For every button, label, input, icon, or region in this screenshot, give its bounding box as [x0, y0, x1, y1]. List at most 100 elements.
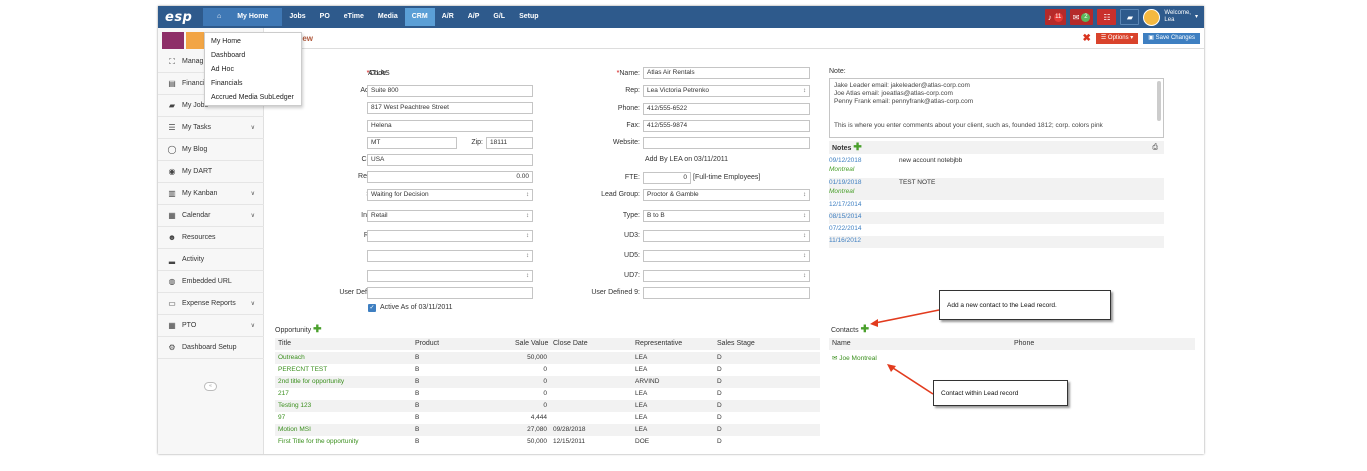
contact-name-link[interactable]: ✉ Joe Montreal — [832, 355, 877, 362]
note-date[interactable]: 01/19/2018 — [829, 179, 862, 186]
sidebar-item-my-tasks[interactable]: ☰ My Tasks ∨ — [158, 117, 264, 139]
note-date[interactable]: 09/12/2018 — [829, 157, 862, 164]
chevron-down-icon[interactable]: ∨ — [250, 323, 255, 329]
sidebar-item-my-kanban[interactable]: ▥ My Kanban ∨ — [158, 183, 264, 205]
sidebar-item-pto[interactable]: ▦ PTO ∨ — [158, 315, 264, 337]
dropdown-item-ad-hoc[interactable]: Ad Hoc — [211, 66, 234, 73]
dropdown-item-my-home[interactable]: My Home — [211, 38, 241, 45]
note-row[interactable]: 08/15/2014 — [829, 212, 1164, 224]
revenue-field[interactable]: 0.00 — [367, 171, 533, 183]
sidebar-item-resources[interactable]: ☻ Resources — [158, 227, 264, 249]
chevron-down-icon[interactable]: ∨ — [250, 301, 255, 307]
color-swatch-orange[interactable] — [186, 32, 208, 49]
add-opportunity-icon[interactable]: ✚ — [313, 324, 322, 335]
name-field[interactable]: Atlas Air Rentals — [643, 67, 810, 79]
nav-ar[interactable]: A/R — [441, 13, 454, 20]
nav-setup[interactable]: Setup — [519, 13, 539, 20]
note-row[interactable]: 11/16/2012 — [829, 236, 1164, 248]
nav-my-home[interactable]: ⌂ My Home — [203, 8, 283, 26]
sidebar-item-embedded-url[interactable]: ◍ Embedded URL — [158, 271, 264, 293]
ud4-select[interactable] — [367, 250, 533, 262]
save-changes-button[interactable]: ▣ Save Changes — [1143, 33, 1200, 44]
nav-jobs[interactable]: Jobs — [289, 13, 306, 20]
options-button[interactable]: ☰ Options ▾ — [1095, 33, 1139, 44]
dropdown-item-financials[interactable]: Financials — [211, 80, 243, 87]
messages-button[interactable]: ✉ 2 — [1069, 9, 1094, 25]
note-textarea[interactable]: Jake Leader email: jakeleader@atlas-corp… — [829, 78, 1164, 138]
sidebar-item-calendar[interactable]: ▦ Calendar ∨ — [158, 205, 264, 227]
nav-crm[interactable]: CRM — [404, 8, 435, 26]
ud3-select[interactable] — [643, 230, 810, 242]
region-select[interactable] — [367, 230, 533, 242]
note-row[interactable]: 09/12/2018 new account notebjbb Montreal — [829, 156, 1164, 178]
sidebar-item-expense-reports[interactable]: ▭ Expense Reports ∨ — [158, 293, 264, 315]
chevron-down-icon[interactable]: ∨ — [250, 125, 255, 131]
note-scrollbar[interactable] — [1157, 81, 1161, 121]
city-field[interactable]: Helena — [367, 120, 533, 132]
phone-field[interactable]: 412/555-6522 — [643, 103, 810, 115]
nav-po[interactable]: PO — [319, 13, 330, 20]
table-row[interactable]: First Title for the opportunity B 50,000 12… — [275, 436, 820, 448]
table-row[interactable]: PERECNT TEST B 0 LEA D — [275, 364, 820, 376]
note-date[interactable]: 12/17/2014 — [829, 201, 862, 208]
table-row[interactable]: Outreach B 50,000 LEA D — [275, 352, 820, 364]
chevron-down-icon[interactable]: ∨ — [250, 213, 255, 219]
ud6-select[interactable] — [367, 270, 533, 282]
title-link[interactable]: 97 — [278, 414, 286, 421]
address1-field[interactable]: Suite 800 — [367, 85, 533, 97]
status-select[interactable]: Waiting for Decision — [367, 189, 533, 201]
note-date[interactable]: 08/15/2014 — [829, 213, 862, 220]
table-row[interactable]: Motion MSI B 27,080 09/28/2018 LEA D — [275, 424, 820, 436]
nav-etime[interactable]: eTime — [343, 13, 364, 20]
chevron-down-icon[interactable]: ∨ — [250, 191, 255, 197]
title-link[interactable]: First Title for the opportunity — [278, 438, 359, 445]
table-row[interactable]: 97 B 4,444 LEA D — [275, 412, 820, 424]
nav-gl[interactable]: G/L — [493, 13, 506, 20]
collapse-sidebar-button[interactable]: « — [204, 382, 217, 391]
zip-field[interactable]: 18111 — [486, 137, 533, 149]
address2-field[interactable]: 817 West Peachtree Street — [367, 102, 533, 114]
rep-select[interactable]: Lea Victoria Petrenko — [643, 85, 810, 97]
sidebar-item-my-blog[interactable]: ◯ My Blog — [158, 139, 264, 161]
close-icon[interactable]: ✖ — [1082, 33, 1091, 44]
print-icon[interactable]: ⎙ — [1152, 144, 1158, 151]
note-date[interactable]: 07/22/2014 — [829, 225, 862, 232]
nav-ap[interactable]: A/P — [467, 13, 480, 20]
contact-row[interactable]: ✉ Joe Montreal — [829, 353, 1195, 365]
note-date[interactable]: 11/16/2012 — [829, 237, 862, 244]
esp-logo[interactable]: esp — [165, 10, 193, 25]
database-button[interactable]: ☷ — [1097, 9, 1117, 25]
ud9-field[interactable] — [643, 287, 810, 299]
sidebar-item-my-dart[interactable]: ◉ My DART — [158, 161, 264, 183]
nav-media[interactable]: Media — [377, 13, 398, 20]
table-row[interactable]: 217 B 0 LEA D — [275, 388, 820, 400]
dropdown-item-dashboard[interactable]: Dashboard — [211, 52, 246, 59]
note-row[interactable]: 07/22/2014 — [829, 224, 1164, 236]
lead-group-select[interactable]: Proctor & Gamble — [643, 189, 810, 201]
title-link[interactable]: 217 — [278, 390, 289, 397]
sidebar-item-my-jobs[interactable]: ▰ My Jobs — [158, 95, 264, 117]
title-link[interactable]: Motion MSI — [278, 426, 311, 433]
alerts-button[interactable]: ♪ 11 — [1044, 9, 1066, 25]
title-link[interactable]: PERECNT TEST — [278, 366, 328, 373]
website-field[interactable] — [643, 137, 810, 149]
title-link[interactable]: Testing 123 — [278, 402, 312, 409]
title-link[interactable]: 2nd title for opportunity — [278, 378, 345, 385]
note-row[interactable]: 01/19/2018 TEST NOTE Montreal — [829, 178, 1164, 200]
fte-field[interactable]: 0 — [643, 172, 691, 184]
country-field[interactable]: USA — [367, 154, 533, 166]
sidebar-item-dashboard-setup[interactable]: ⚙ Dashboard Setup — [158, 337, 264, 359]
ud7-select[interactable] — [643, 270, 810, 282]
table-row[interactable]: Testing 123 B 0 LEA D — [275, 400, 820, 412]
add-note-icon[interactable]: ✚ — [853, 142, 862, 153]
sidebar-item-activity[interactable]: ▂ Activity — [158, 249, 264, 271]
industry-select[interactable]: Retail — [367, 210, 533, 222]
fax-field[interactable]: 412/555-9874 — [643, 120, 810, 132]
book-button[interactable]: ▰ — [1120, 9, 1140, 25]
state-field[interactable]: MT — [367, 137, 457, 149]
ud5-select[interactable] — [643, 250, 810, 262]
add-contact-icon[interactable]: ✚ — [860, 324, 869, 335]
dropdown-item-accrued-media[interactable]: Accrued Media SubLedger — [211, 94, 294, 101]
title-link[interactable]: Outreach — [278, 354, 305, 361]
active-checkbox[interactable]: ✓ — [368, 304, 376, 312]
